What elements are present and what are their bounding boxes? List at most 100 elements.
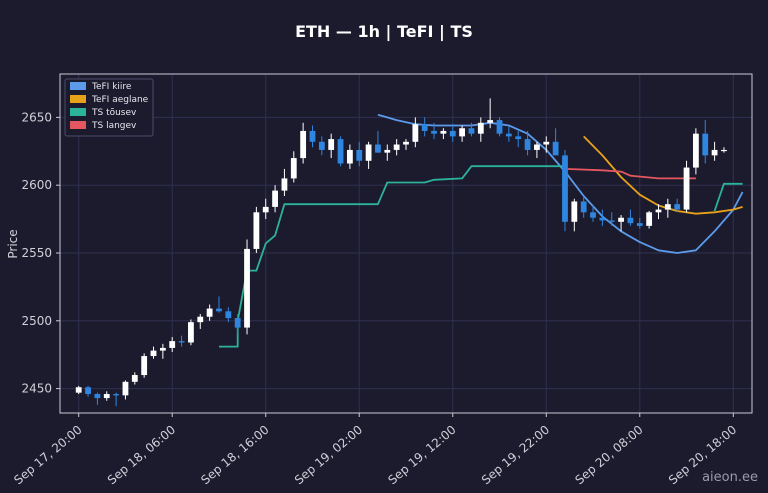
candle-down	[674, 198, 681, 213]
candle-body	[94, 394, 101, 399]
candle-body	[300, 130, 307, 159]
candle-up	[272, 185, 278, 213]
candle-body	[103, 394, 110, 399]
candle-down	[375, 130, 381, 153]
candle-down	[599, 209, 606, 226]
candle-down	[309, 125, 316, 148]
candle-body	[262, 206, 269, 213]
candle-body	[440, 130, 447, 134]
candle-body	[702, 133, 709, 156]
candle-body	[618, 217, 624, 222]
candle-up	[571, 198, 578, 232]
candle-down	[178, 335, 185, 347]
candle-body	[655, 209, 662, 213]
candle-up	[365, 141, 372, 169]
candle-up	[440, 128, 447, 140]
candle-body	[141, 356, 148, 376]
candle-down	[702, 120, 709, 164]
candle-down	[421, 117, 428, 137]
candle-body	[188, 322, 194, 343]
candle-body	[449, 130, 456, 137]
candle-up	[328, 133, 335, 159]
series-lines	[219, 113, 744, 348]
candle-up	[281, 168, 288, 197]
candle-up	[646, 210, 653, 229]
candle-down	[318, 136, 325, 156]
candle-up	[103, 391, 110, 401]
candle-body	[309, 130, 316, 142]
candle-body	[543, 141, 550, 145]
y-tick-label: 2550	[21, 246, 52, 260]
candle-up	[122, 380, 129, 400]
x-tick-label: Sep 18, 06:00	[105, 423, 178, 488]
candle-body	[562, 155, 568, 222]
candle-body	[85, 387, 91, 395]
candle-down	[590, 205, 596, 222]
candle-body	[244, 248, 250, 328]
candle-up	[159, 343, 166, 359]
candle-up	[664, 198, 671, 218]
candle-body	[692, 133, 699, 168]
candle-body	[197, 316, 204, 323]
candle-up	[534, 141, 540, 159]
candle-body	[608, 220, 615, 222]
y-axis: 2450 2500 2550 2600 2650	[21, 110, 60, 396]
candle-up	[543, 136, 550, 153]
candle-up	[197, 314, 204, 329]
legend-label: TeFI aeglane	[91, 95, 149, 105]
candle-up	[655, 204, 662, 220]
candle-body	[590, 212, 596, 218]
y-tick-label: 2450	[21, 382, 52, 396]
candle-up	[150, 346, 157, 359]
candle-body	[159, 347, 166, 351]
candle-up	[253, 206, 260, 253]
plot-frame	[59, 73, 753, 414]
series-line-tefi-aeglane	[583, 135, 743, 215]
candle-up	[206, 304, 213, 321]
candle-up	[290, 151, 297, 183]
candle-body	[122, 381, 129, 396]
candle-body	[225, 311, 232, 319]
candle-body	[636, 223, 643, 226]
candle-body	[421, 124, 428, 131]
legend-swatch	[70, 95, 86, 103]
candle-body	[375, 144, 381, 153]
candle-body	[524, 139, 531, 150]
series-line-ts-t-usev	[219, 165, 743, 348]
legend: TeFI kiire TeFI aeglane TS tõusev TS langev	[64, 78, 154, 137]
legend-swatch	[70, 108, 86, 116]
candle-down	[85, 385, 91, 397]
candle-up	[477, 117, 484, 142]
candle-body	[169, 341, 176, 348]
watermark: aieon.ee	[702, 470, 758, 485]
candle-up	[384, 144, 391, 161]
candle-body	[534, 144, 540, 150]
candle-body	[477, 122, 484, 134]
candle-down	[216, 296, 222, 313]
candle-body	[393, 144, 400, 150]
candle-body	[515, 136, 522, 140]
candle-up	[393, 139, 400, 156]
legend-label: TeFI kiire	[91, 82, 132, 92]
candle-up	[683, 160, 690, 213]
candle-body	[356, 149, 363, 161]
candle-body	[599, 217, 606, 221]
candle-body	[627, 217, 634, 224]
candle-down	[94, 392, 101, 405]
candle-up	[711, 141, 718, 161]
candle-up	[459, 125, 466, 142]
candle-body	[337, 139, 344, 164]
candle-down	[552, 128, 559, 156]
candle-down	[468, 122, 475, 137]
candle-down	[234, 314, 241, 335]
candle-up	[487, 98, 494, 129]
chart-title: ETH — 1h | TeFI | TS	[295, 22, 473, 41]
candle-body	[664, 204, 671, 210]
x-tick-label: Sep 18, 16:00	[198, 423, 271, 488]
candle-body	[552, 141, 559, 156]
candle-body	[711, 149, 718, 156]
candle-body	[216, 308, 222, 312]
legend-swatch	[70, 121, 86, 129]
candle-up	[346, 144, 353, 169]
